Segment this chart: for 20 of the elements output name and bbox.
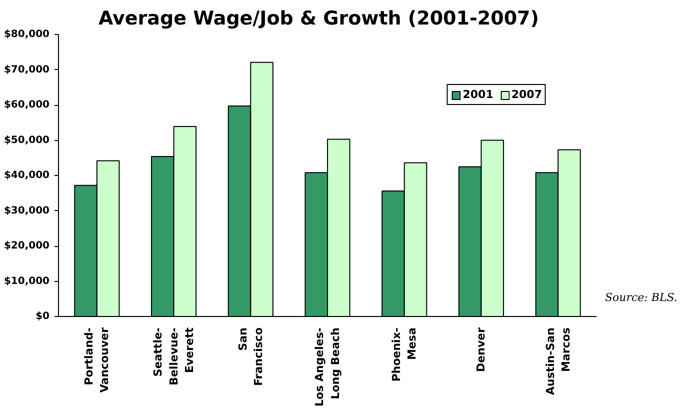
x-tick-label: San Francisco	[236, 327, 265, 386]
y-tick-label: $30,000	[4, 205, 50, 216]
y-tick-label: $60,000	[4, 100, 50, 110]
y-tick-label: $40,000	[4, 170, 50, 181]
source-note: Source: BLS.	[605, 290, 678, 306]
chart-title: Average Wage/Job & Growth (2001-2007)	[98, 8, 539, 30]
legend-label: 2007	[511, 88, 542, 101]
x-tick-label: Portland- Vancouver	[82, 326, 112, 393]
y-tick-label: $70,000	[4, 64, 50, 76]
x-tick-label: Austin-San Marcos	[544, 327, 572, 395]
legend-label: 2001	[462, 88, 494, 101]
x-tick-label: Los Angeles- Long Beach	[313, 327, 342, 406]
y-tick-label: $10,000	[4, 276, 50, 287]
y-tick-label: $0	[36, 311, 50, 322]
x-tick-label: Seattle- Bellevue- Everett	[152, 327, 196, 386]
x-tick-label: Denver	[474, 326, 488, 372]
y-tick-label: $50,000	[4, 134, 50, 146]
y-tick-label: $80,000	[4, 29, 50, 40]
x-tick-label: Phoenix- Mesa	[390, 327, 419, 382]
y-tick-label: $20,000	[4, 240, 50, 252]
